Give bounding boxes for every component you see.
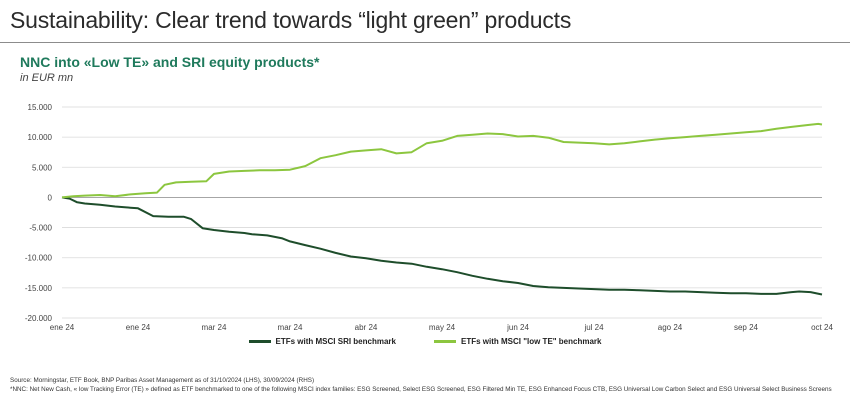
y-tick-label: 10.000 xyxy=(28,133,53,142)
legend-swatch-sri xyxy=(248,340,271,343)
line-chart: 15.000 10.000 5.000 0 -5.000 -10.000 -15.000 -2… xyxy=(25,103,834,332)
legend-item-sri: ETFs with MSCI SRI benchmark xyxy=(248,337,396,346)
gridlines xyxy=(62,106,822,319)
x-tick-label: sep 24 xyxy=(734,323,759,332)
chart-title: NNC into «Low TE» and SRI equity product… xyxy=(20,54,320,70)
y-tick-label: -20.000 xyxy=(25,314,53,323)
x-tick-label: mar 24 xyxy=(202,323,227,332)
y-tick-label: -10.000 xyxy=(25,254,53,263)
legend-item-low-te: ETFs with MSCI "low TE" benchmark xyxy=(433,337,602,346)
y-tick-label: -15.000 xyxy=(25,284,53,293)
y-tick-label: -5.000 xyxy=(29,224,52,233)
source-line: Source: Morningstar, ETF Book, BNP Parib… xyxy=(10,377,315,384)
x-tick-label: ene 24 xyxy=(50,323,75,332)
y-tick-label: 0 xyxy=(48,193,53,202)
x-tick-label: jul 24 xyxy=(583,323,604,332)
chart-legend: ETFs with MSCI SRI benchmark ETFs with M… xyxy=(0,337,850,346)
title-divider xyxy=(0,42,850,43)
x-tick-label: mar 24 xyxy=(278,323,303,332)
x-tick-label: oct 24 xyxy=(811,323,833,332)
series-line-low-te xyxy=(61,122,823,199)
y-tick-label: 5.000 xyxy=(32,163,53,172)
x-axis-ticks: ene 24 ene 24 mar 24 mar 24 abr 24 may 24 jun … xyxy=(50,323,834,332)
y-axis-ticks: 15.000 10.000 5.000 0 -5.000 -10.000 -15.000 -2… xyxy=(25,103,53,323)
x-tick-label: jun 24 xyxy=(506,323,529,332)
chart-subtitle: in EUR mn xyxy=(20,72,74,84)
y-tick-label: 15.000 xyxy=(28,103,53,112)
footnote-line: *NNC: Net New Cash, « low Tracking Error… xyxy=(10,385,832,393)
x-tick-label: ene 24 xyxy=(126,323,151,332)
series-line-sri xyxy=(61,196,823,296)
legend-label-sri: ETFs with MSCI SRI benchmark xyxy=(275,337,396,346)
legend-label-low-te: ETFs with MSCI "low TE" benchmark xyxy=(460,337,602,346)
slide-title: Sustainability: Clear trend towards “lig… xyxy=(10,7,572,33)
source-note: Source: Morningstar, ETF Book, BNP Parib… xyxy=(10,377,840,394)
series-lines xyxy=(61,122,823,296)
x-tick-label: may 24 xyxy=(429,323,456,332)
x-tick-label: abr 24 xyxy=(355,323,378,332)
x-tick-label: ago 24 xyxy=(658,323,683,332)
legend-swatch-low-te xyxy=(433,340,456,343)
